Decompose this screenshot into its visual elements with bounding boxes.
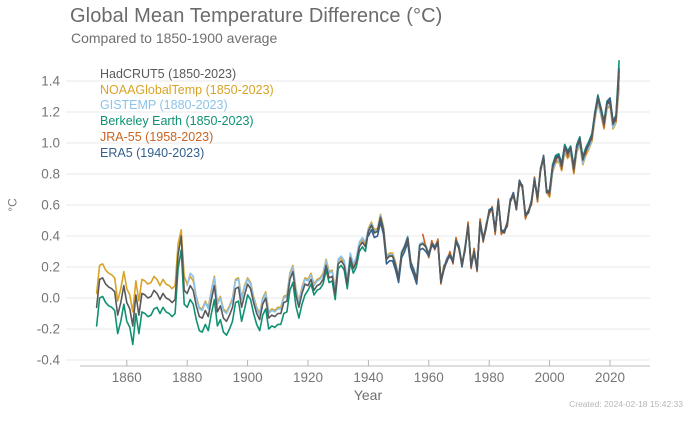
legend-item-gistemp: GISTEMP (1880-2023) xyxy=(100,98,228,113)
x-axis-tick-label: 1960 xyxy=(414,370,444,385)
y-axis-tick-label: 0.2 xyxy=(41,260,60,275)
chart-subtitle: Compared to 1850-1900 average xyxy=(71,30,278,46)
x-axis-title: Year xyxy=(353,387,383,403)
legend-item-jra-55: JRA-55 (1958-2023) xyxy=(100,129,214,144)
legend-item-hadcrut5: HadCRUT5 (1850-2023) xyxy=(100,67,237,81)
x-axis-tick-label: 1900 xyxy=(233,370,263,385)
x-axis-tick-label: 1940 xyxy=(353,370,383,385)
y-axis-tick-label: 0.4 xyxy=(41,229,60,244)
x-axis-tick-label: 1880 xyxy=(172,370,202,385)
series-line-era5 xyxy=(367,67,620,285)
created-timestamp: Created: 2024-02-18 15:42:33 xyxy=(569,399,683,409)
x-axis-tick-label: 1980 xyxy=(474,370,504,385)
chart-title: Global Mean Temperature Difference (°C) xyxy=(70,5,443,27)
y-axis-title: °C xyxy=(5,198,20,212)
legend: HadCRUT5 (1850-2023) NOAAGlobalTemp (185… xyxy=(100,67,274,161)
y-axis-tick-label: 0.6 xyxy=(41,198,60,213)
series-line-jra-55 xyxy=(421,75,620,285)
x-axis-tick-label: 1860 xyxy=(112,370,142,385)
y-axis-tick-label: -0.2 xyxy=(37,322,60,337)
y-axis-tick-label: 1.4 xyxy=(41,74,60,89)
y-axis-tick-label: 0.8 xyxy=(41,167,60,182)
x-axis-tick-label: 2020 xyxy=(595,370,625,385)
x-axis-tick-label: 2000 xyxy=(535,370,565,385)
series-line-hadcrut5 xyxy=(95,70,620,327)
legend-item-era5: ERA5 (1940-2023) xyxy=(100,145,205,160)
y-axis-tick-label: 1.2 xyxy=(41,105,60,120)
x-axis-tick-label: 1920 xyxy=(293,370,323,385)
y-axis-tick-label: -0.4 xyxy=(37,353,61,368)
legend-item-noaaglobaltemp: NOAAGlobalTemp (1850-2023) xyxy=(100,82,274,97)
y-axis-tick-label: 0.0 xyxy=(41,291,60,306)
legend-item-berkeley-earth: Berkeley Earth (1850-2023) xyxy=(100,114,254,129)
y-axis-tick-label: 1.0 xyxy=(41,136,60,151)
